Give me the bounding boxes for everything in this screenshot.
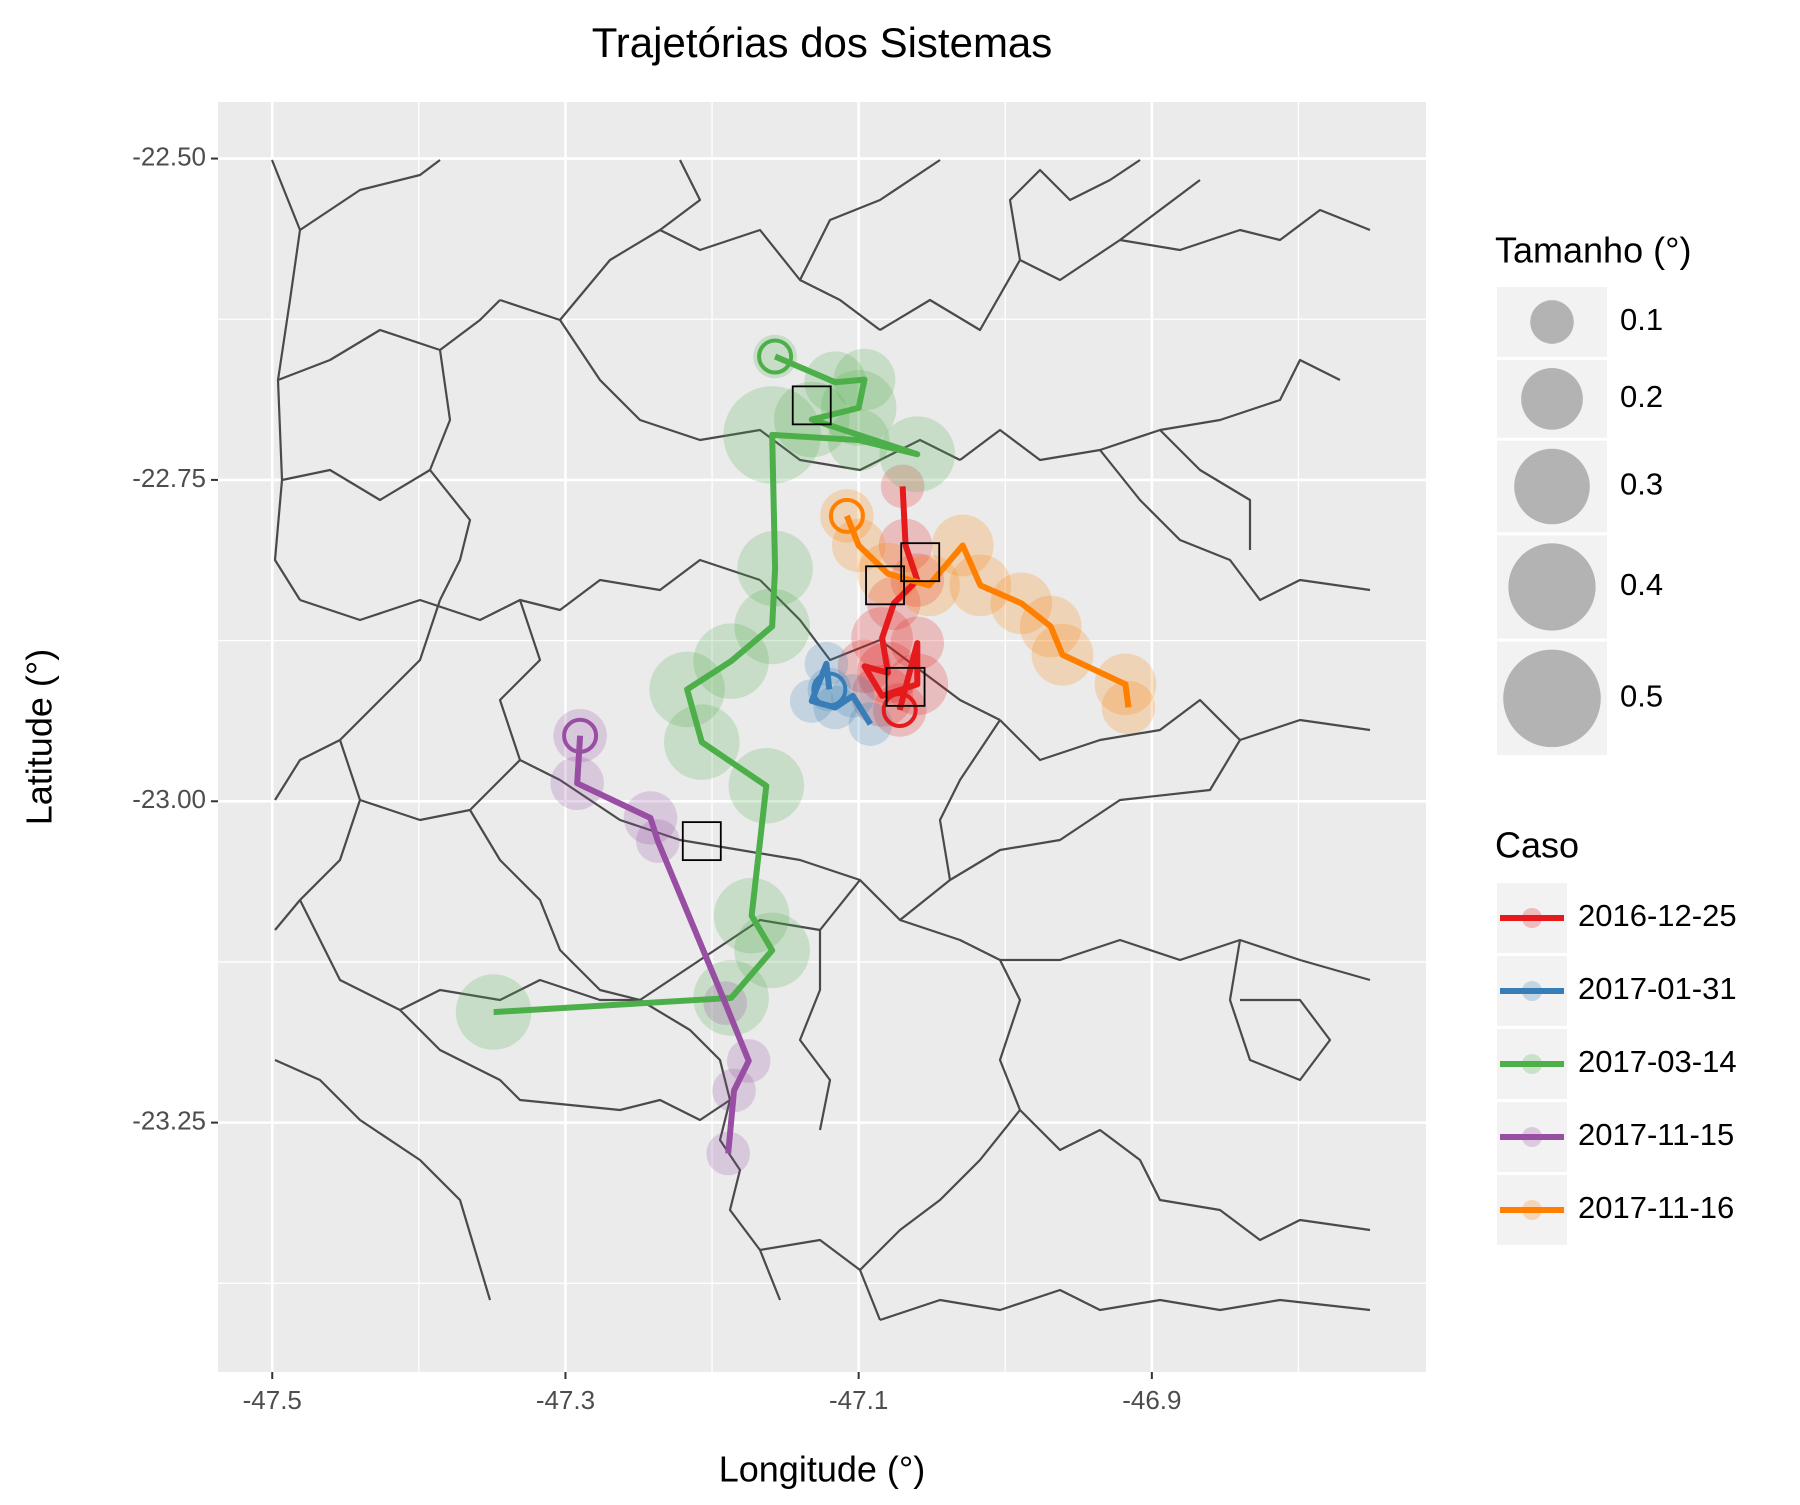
- boundary: [1000, 938, 1371, 982]
- boundary: [299, 899, 640, 1012]
- boundary: [1008, 159, 1141, 261]
- size-legend-circle: [1514, 448, 1590, 525]
- boundary: [639, 999, 782, 1301]
- boundary: [274, 739, 362, 931]
- boundary: [798, 930, 832, 1131]
- boundary: [879, 1288, 1371, 1322]
- boundary: [1119, 208, 1371, 252]
- x-tick-label: -47.3: [536, 1385, 595, 1415]
- y-axis-title: Latitude (°): [19, 649, 60, 825]
- square-marker: [900, 542, 941, 583]
- boundary: [428, 349, 472, 601]
- square-marker: [885, 666, 926, 707]
- y-tick-label: -22.50: [132, 141, 206, 171]
- boundary: [938, 719, 1001, 881]
- legend-label: 2016-12-25: [1578, 898, 1737, 933]
- size-legend-label: 0.4: [1620, 567, 1663, 602]
- boundary: [277, 299, 501, 382]
- trajectory-line: [574, 735, 752, 1154]
- boundary: [399, 1009, 731, 1122]
- legend-label: 2017-11-16: [1578, 1190, 1734, 1225]
- boundary: [999, 698, 1371, 762]
- size-legend-circle: [1530, 300, 1574, 344]
- size-legend-label: 0.3: [1620, 467, 1663, 502]
- trajectory-line: [493, 353, 921, 1016]
- square-marker: [681, 821, 722, 862]
- boundary: [639, 879, 861, 1001]
- start-marker: [811, 671, 848, 708]
- size-legend-label: 0.1: [1620, 302, 1663, 337]
- chart-title: Trajetórias dos Sistemas: [592, 19, 1053, 66]
- boundary: [1019, 1109, 1371, 1242]
- trajectories: [455, 334, 1157, 1176]
- trajectory-line: [844, 514, 1132, 708]
- legend-label: 2017-11-15: [1578, 1117, 1734, 1152]
- boundary: [859, 1109, 1021, 1271]
- boundary: [659, 228, 881, 331]
- color-legend-title: Caso: [1495, 825, 1579, 866]
- x-axis-title: Longitude (°): [719, 1449, 926, 1490]
- y-tick-label: -23.00: [132, 784, 206, 814]
- legend: 0.1 0.2 0.3 0.4 0.5 2016-12-25 2017-01-31 2017-…: [1497, 287, 1737, 1245]
- boundary: [281, 468, 431, 502]
- boundary: [299, 159, 441, 231]
- boundary: [759, 1238, 882, 1321]
- legend-label: 2017-03-14: [1578, 1044, 1737, 1079]
- boundary: [1159, 429, 1252, 550]
- square-marker: [865, 565, 905, 606]
- y-tick-label: -23.25: [132, 1106, 206, 1136]
- size-legend-circle: [1508, 543, 1596, 631]
- size-legend-title: Tamanho (°): [1495, 230, 1691, 271]
- map-borders: [270, 159, 1371, 1322]
- trajectory-line: [861, 486, 921, 711]
- legend-label: 2017-01-31: [1578, 971, 1737, 1006]
- square-marker: [791, 385, 832, 426]
- x-tick-label: -47.1: [829, 1385, 888, 1415]
- y-tick-label: -22.75: [132, 463, 206, 493]
- boundary: [498, 599, 561, 781]
- size-legend-label: 0.5: [1620, 679, 1663, 714]
- boundary: [274, 599, 442, 801]
- boundary: [299, 558, 761, 622]
- boundary: [799, 159, 941, 281]
- boundary: [274, 1058, 492, 1301]
- panel: [218, 102, 1426, 1372]
- start-marker: [828, 497, 865, 534]
- boundary: [559, 779, 951, 922]
- start-marker: [757, 338, 794, 375]
- boundary: [1228, 939, 1332, 1082]
- x-tick-label: -46.9: [1122, 1385, 1181, 1415]
- boundary: [499, 159, 702, 322]
- start-marker: [562, 717, 599, 754]
- x-tick-label: -47.5: [243, 1385, 302, 1415]
- boundary: [359, 759, 521, 822]
- boundary: [899, 918, 1022, 1111]
- boundary: [469, 809, 641, 1002]
- boundary: [1099, 449, 1371, 602]
- size-legend-label: 0.2: [1620, 379, 1663, 414]
- start-marker: [881, 692, 918, 729]
- size-legend-circle: [1503, 649, 1601, 748]
- size-legend-circle: [1521, 368, 1583, 430]
- boundary: [949, 739, 1241, 881]
